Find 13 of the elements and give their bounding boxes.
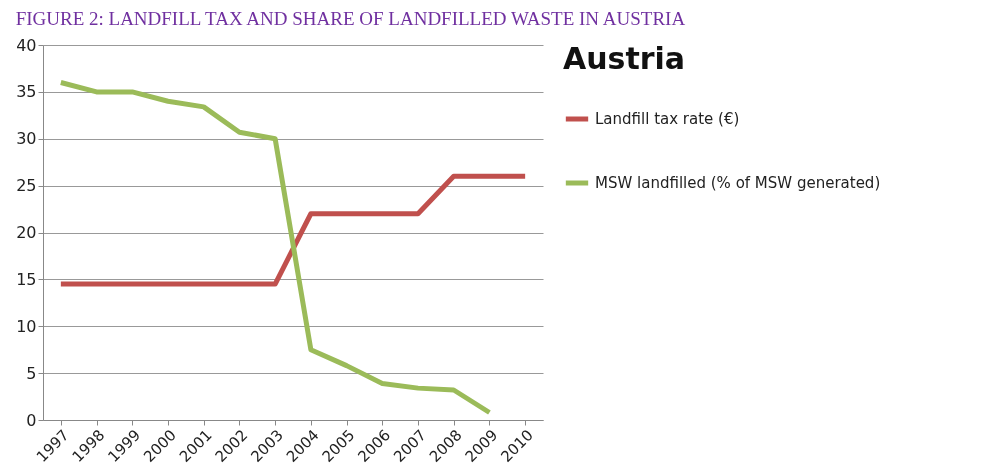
y-tick-label: 20	[16, 223, 37, 242]
y-tick-label: 10	[16, 316, 37, 336]
y-tick-label: 15	[16, 269, 37, 289]
y-tick-label: 0	[26, 410, 37, 430]
y-tick-label: 25	[16, 176, 37, 196]
legend-label: Landfill tax rate (€)	[595, 110, 740, 128]
y-tick-label: 40	[16, 35, 37, 55]
chart-title: FIGURE 2: LANDFILL TAX AND SHARE OF LANDFILLED WASTE IN AUSTRIA	[15, 8, 686, 29]
legend-title: Austria	[563, 41, 686, 76]
y-tick-label: 5	[26, 363, 37, 383]
legend-label: MSW landfilled (% of MSW generated)	[595, 174, 881, 192]
y-tick-label: 30	[16, 129, 37, 149]
y-tick-label: 35	[16, 82, 37, 102]
